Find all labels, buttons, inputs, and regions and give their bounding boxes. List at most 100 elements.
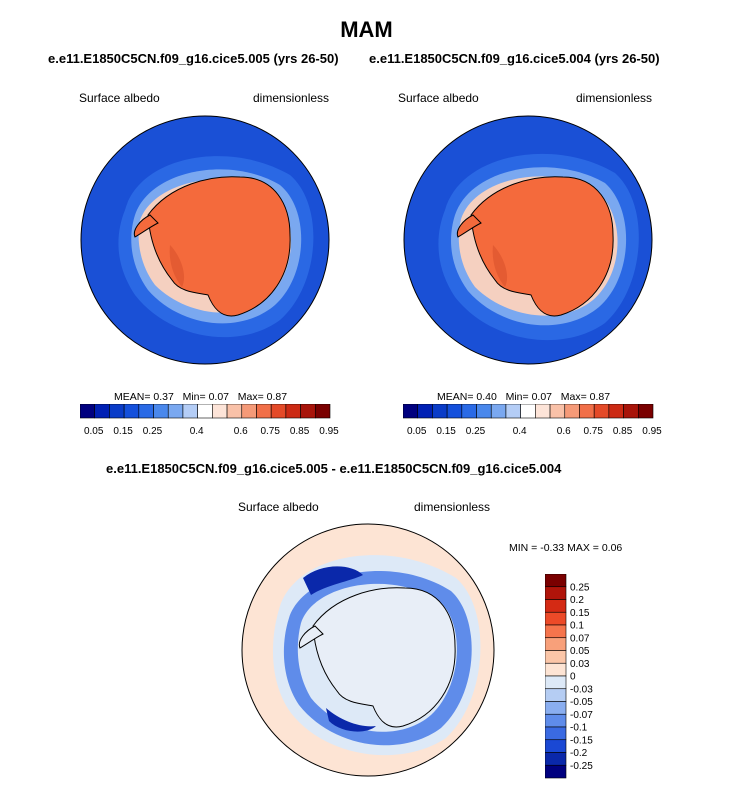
diff-colorbar-swatch [545, 624, 567, 639]
right-min-value: 0.07 [531, 391, 553, 403]
left-colorbar-swatch [138, 404, 154, 419]
right-colorbar-tick-label: 0.25 [466, 426, 486, 437]
left-peninsula [133, 214, 159, 238]
right-colorbar-tick-label: 0.15 [436, 426, 456, 437]
diff-min-label: MIN = [509, 542, 538, 554]
right-max-label: Max= [560, 391, 587, 403]
diff-colorbar-tick-label: 0 [570, 672, 576, 683]
left-colorbar-swatch [270, 404, 287, 419]
diff-colorbar-swatch [545, 611, 567, 626]
diff-colorbar-tick-label: 0.15 [570, 608, 590, 619]
right-colorbar-tick-label: 0.85 [613, 426, 633, 437]
diff-colorbar-tick-label: 0.03 [570, 659, 590, 670]
diff-colorbar-tick-label: -0.1 [570, 723, 588, 734]
right-colorbar-swatch [490, 404, 507, 419]
right-colorbar-swatch [549, 404, 566, 419]
diff-colorbar-tick-label: -0.05 [570, 697, 593, 708]
right-variable-label: Surface albedo [398, 91, 479, 105]
right-ice-shelf [492, 245, 508, 287]
diff-polar-map [241, 523, 495, 777]
diff-peninsula [298, 625, 324, 649]
right-colorbar-swatch [637, 404, 654, 419]
right-min-label: Min= [505, 391, 529, 403]
left-colorbar-swatch [153, 404, 169, 419]
diff-colorbar-swatch [545, 726, 567, 741]
diff-colorbar-tick-label: -0.15 [570, 735, 593, 746]
right-colorbar-swatch [476, 404, 492, 419]
diff-colorbar-tick-label: 0.2 [570, 595, 584, 606]
left-colorbar-swatch [212, 404, 228, 419]
right-colorbar-swatch [535, 404, 551, 419]
diff-colorbar-swatch [545, 586, 567, 600]
diff-colorbar-swatch [545, 662, 567, 677]
left-colorbar-swatch [314, 404, 331, 419]
right-colorbar-swatch [432, 404, 448, 419]
diff-units-label: dimensionless [414, 500, 491, 514]
left-min-label: Min= [182, 391, 206, 403]
left-colorbar-swatch [109, 404, 125, 419]
left-colorbar-swatch [182, 404, 198, 419]
right-colorbar-tick-label: 0.75 [583, 426, 603, 437]
left-max-value: 0.87 [266, 391, 288, 403]
diff-max-value: 0.06 [601, 542, 623, 554]
diff-colorbar-swatch [545, 675, 567, 690]
left-colorbar-swatch [123, 404, 140, 419]
left-variable-label: Surface albedo [79, 91, 160, 105]
diff-colorbar-tick-label: 0.25 [570, 582, 590, 593]
right-colorbar: 0.05 0.15 0.25 0.4 0.6 0.75 0.85 0.95 [403, 404, 662, 437]
diff-colorbar-tick-label: -0.2 [570, 748, 588, 759]
left-mean-value: 0.37 [153, 391, 174, 403]
right-peninsula [456, 214, 482, 238]
right-colorbar-tick-label: 0.05 [407, 426, 427, 437]
left-colorbar-swatch [197, 404, 213, 419]
left-ice-shelf [169, 245, 185, 287]
page-title: MAM [340, 17, 393, 42]
left-colorbar-tick-label: 0.6 [234, 426, 248, 437]
left-map-border [80, 115, 330, 365]
right-units-label: dimensionless [576, 91, 653, 105]
left-colorbar-tick-label: 0.25 [143, 426, 163, 437]
diff-variable-label: Surface albedo [238, 500, 319, 514]
right-mean-value: 0.40 [476, 391, 497, 403]
right-colorbar-swatch [564, 404, 580, 419]
right-panel-subtitle: e.e11.E1850C5CN.f09_g16.cice5.004 (yrs 2… [369, 51, 660, 66]
diff-colorbar-swatch [545, 650, 567, 664]
right-colorbar-swatch [593, 404, 610, 419]
right-polar-map [403, 115, 653, 365]
right-stats: MEAN= 0.40 Min= 0.07 Max= 0.87 [437, 391, 610, 403]
right-colorbar-swatch [461, 404, 477, 419]
diff-colorbar-tick-label: 0.1 [570, 621, 584, 632]
diff-colorbar-tick-label: 0.05 [570, 646, 590, 657]
diff-subtitle: e.e11.E1850C5CN.f09_g16.cice5.005 - e.e1… [106, 461, 562, 476]
right-colorbar-tick-label: 0.4 [513, 426, 527, 437]
diff-colorbar-swatch [545, 713, 567, 728]
right-colorbar-swatch [608, 404, 624, 419]
right-colorbar-tick-label: 0.95 [642, 426, 662, 437]
diff-min-value: -0.33 [540, 542, 565, 554]
diff-colorbar-swatch [545, 752, 567, 766]
diff-colorbar: 0.25 0.2 0.15 0.10.07 0.05 0.03 0-0.03 -0.05 -0.… [545, 574, 593, 779]
right-max-value: 0.87 [589, 391, 611, 403]
right-colorbar-swatch [417, 404, 433, 419]
right-map-border [403, 115, 653, 365]
left-colorbar-swatch [300, 404, 316, 419]
diff-map-border [241, 523, 495, 777]
left-mean-label: MEAN= [114, 391, 151, 403]
right-mean-label: MEAN= [437, 391, 474, 403]
diff-stats: MIN = -0.33 MAX = 0.06 [509, 542, 622, 554]
left-stats: MEAN= 0.37 Min= 0.07 Max= 0.87 [114, 391, 287, 403]
diff-colorbar-swatch [545, 688, 567, 702]
diff-colorbar-swatch [545, 637, 567, 651]
diff-colorbar-swatch [545, 599, 567, 613]
diff-strong-negative-patch [303, 566, 363, 595]
left-max-label: Max= [237, 391, 264, 403]
left-colorbar-swatch [241, 404, 257, 419]
left-colorbar-tick-label: 0.4 [190, 426, 204, 437]
diff-colorbar-tick-label: -0.03 [570, 684, 593, 695]
diff-antarctica [312, 587, 456, 728]
diff-strong-negative-patch-2 [326, 708, 376, 732]
diff-colorbar-swatch [545, 739, 567, 753]
right-colorbar-swatch [520, 404, 536, 419]
left-colorbar-swatch [80, 404, 96, 419]
right-colorbar-swatch [446, 404, 463, 419]
